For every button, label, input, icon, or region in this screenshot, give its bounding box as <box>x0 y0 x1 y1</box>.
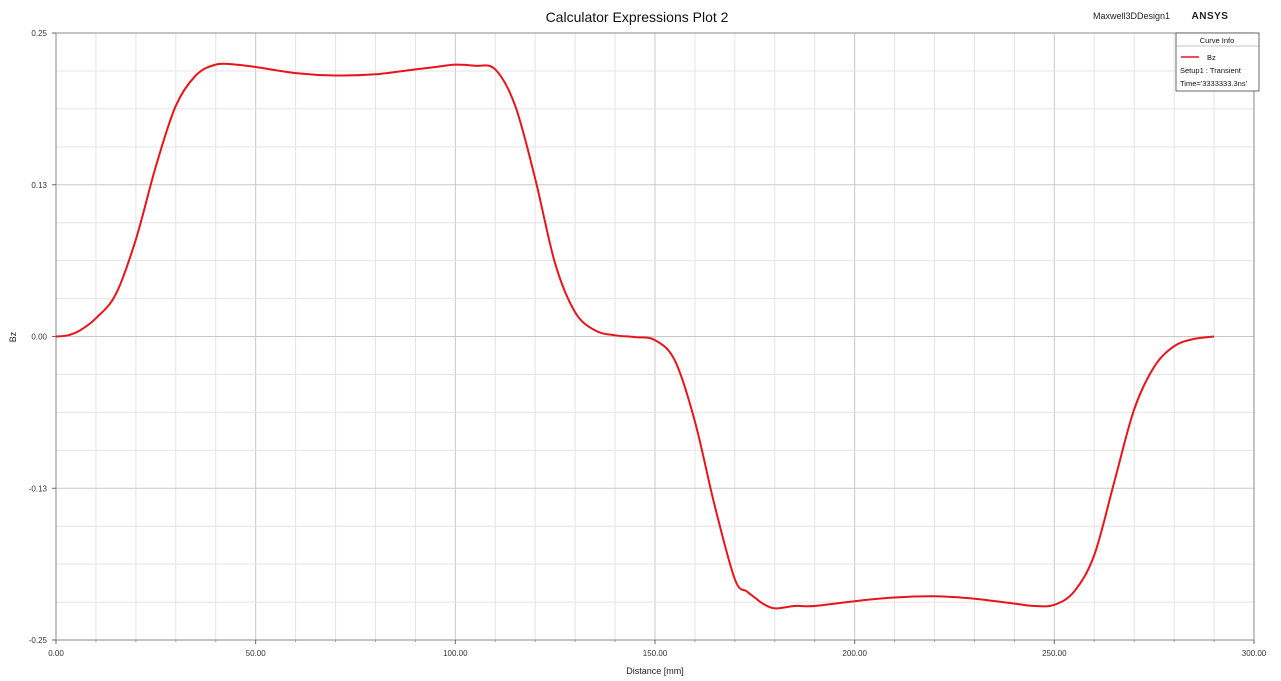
legend-note-setup: Setup1 : Transient <box>1180 66 1242 75</box>
y-tick-label: 0.25 <box>31 29 47 38</box>
x-tick-label: 300.00 <box>1242 649 1267 658</box>
y-tick-label: -0.25 <box>29 636 48 645</box>
grid <box>56 33 1254 640</box>
x-tick-label: 50.00 <box>246 649 267 658</box>
x-tick-label: 200.00 <box>842 649 867 658</box>
series-group <box>55 62 1215 610</box>
x-tick-label: 100.00 <box>443 649 468 658</box>
x-tick-label: 250.00 <box>1042 649 1067 658</box>
x-tick-label: 0.00 <box>48 649 64 658</box>
series-line-bz[interactable] <box>55 62 1215 610</box>
legend-note-time: Time='3333333.3ns' <box>1180 79 1248 88</box>
legend-entry-bz: Bz <box>1207 53 1216 62</box>
y-tick-label: 0.13 <box>31 181 47 190</box>
axis-ticks: 0.00 50.00 100.00 150.00 200.00 250.00 300.00 0… <box>29 29 1267 658</box>
x-axis-label: Distance [mm] <box>626 666 684 676</box>
y-tick-label: 0.00 <box>31 333 47 342</box>
chart-title: Calculator Expressions Plot 2 <box>546 9 729 25</box>
legend-title: Curve Info <box>1200 36 1235 45</box>
vendor-logo: ANSYS <box>1192 11 1229 22</box>
y-tick-label: -0.13 <box>29 484 48 493</box>
legend[interactable]: Curve Info Bz Setup1 : Transient Time='3… <box>1175 32 1260 92</box>
x-tick-label: 150.00 <box>643 649 668 658</box>
legend-box <box>1175 32 1260 92</box>
y-axis-label: Bz <box>8 331 18 342</box>
design-name: Maxwell3DDesign1 <box>1093 11 1170 21</box>
